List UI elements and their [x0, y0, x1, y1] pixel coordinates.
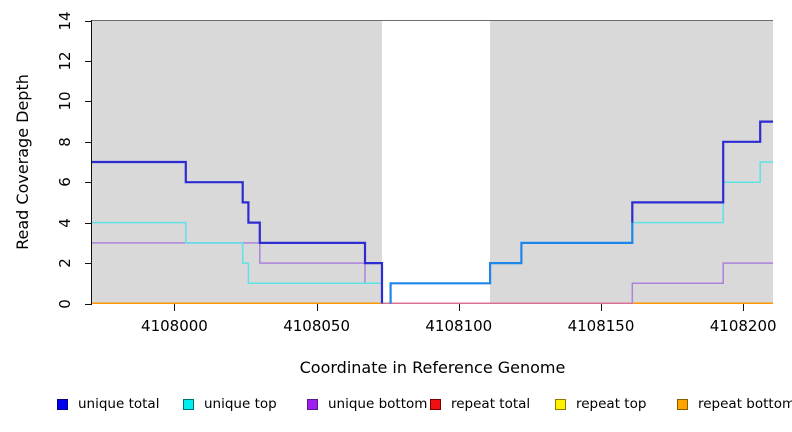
y-tick-mark [85, 20, 92, 22]
x-tick-mark [743, 304, 745, 311]
x-tick-label: 4108100 [425, 317, 493, 335]
x-tick-mark [316, 304, 318, 311]
legend-label: unique bottom [328, 396, 428, 412]
legend-swatch-icon [555, 398, 566, 410]
legend-swatch-icon [430, 398, 441, 410]
y-tick-label: 8 [56, 137, 74, 147]
legend-item-repeat-bottom: repeat bottom [677, 395, 792, 413]
y-tick-label: 4 [56, 217, 74, 228]
total-top-overlap-line [389, 222, 634, 304]
y-tick-mark [85, 60, 92, 62]
x-tick-mark [600, 304, 602, 311]
x-axis-title: Coordinate in Reference Genome [299, 358, 566, 377]
x-tick-label: 4108200 [709, 317, 777, 335]
legend-swatch-icon [307, 398, 318, 410]
x-tick-mark [458, 304, 460, 311]
y-tick-mark [85, 101, 92, 103]
y-tick-mark [85, 303, 92, 305]
y-tick-label: 2 [56, 258, 74, 268]
y-tick-mark [85, 141, 92, 143]
unique-total-line-right [631, 120, 773, 223]
x-tick-label: 4108000 [141, 317, 208, 335]
y-axis-title: Read Coverage Depth [13, 74, 32, 250]
plot-area [92, 20, 773, 304]
legend-label: repeat top [576, 396, 647, 412]
x-tick-label: 4108150 [567, 317, 635, 335]
y-axis-line [91, 20, 92, 305]
legend-swatch-icon [677, 398, 688, 410]
highlight-region [382, 20, 491, 304]
x-tick-label: 4108050 [283, 317, 351, 335]
y-tick-mark [85, 182, 92, 184]
legend-item-unique-top: unique top [183, 395, 277, 413]
y-tick-label: 10 [56, 91, 74, 111]
legend-label: repeat total [451, 396, 531, 412]
series-lines [92, 120, 773, 304]
plot-top-border [92, 20, 773, 21]
legend-item-repeat-top: repeat top [555, 395, 646, 413]
unique-bottom-line [92, 242, 773, 304]
legend-label: unique total [78, 396, 160, 412]
x-tick-mark [174, 304, 176, 311]
y-tick-label: 6 [56, 177, 74, 187]
y-tick-mark [85, 222, 92, 224]
legend-label: unique top [204, 396, 277, 412]
legend-item-unique-total: unique total [57, 395, 159, 413]
unique-total-line-left [92, 160, 384, 304]
y-tick-label: 12 [56, 51, 74, 71]
legend-item-unique-bottom: unique bottom [307, 395, 427, 413]
legend-swatch-icon [183, 398, 194, 410]
y-tick-label: 0 [56, 298, 74, 309]
y-tick-label: 14 [56, 10, 74, 31]
y-tick-mark [85, 263, 92, 265]
legend-label: repeat bottom [698, 396, 792, 412]
legend-swatch-icon [57, 398, 68, 410]
legend-item-repeat-total: repeat total [430, 395, 530, 413]
